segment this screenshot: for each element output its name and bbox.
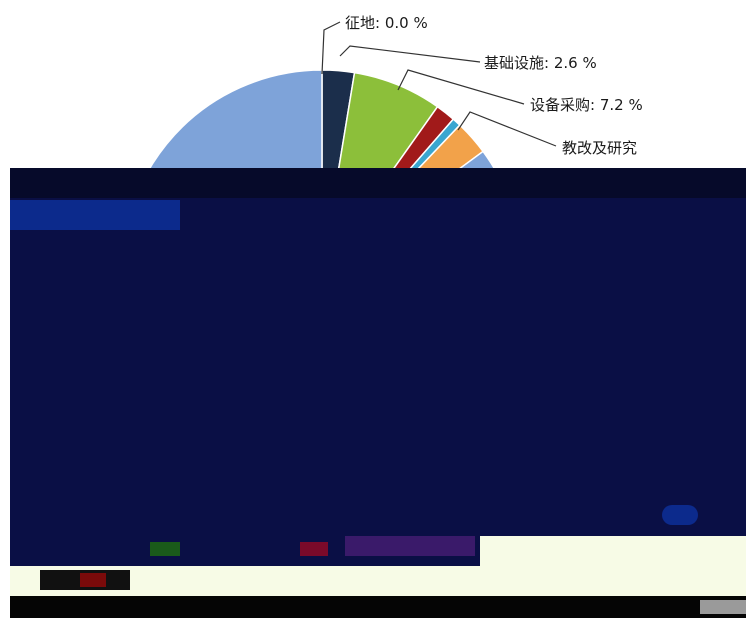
dark-overlay-region (10, 168, 746, 540)
leader-line-5 (457, 111, 557, 147)
overlay-bottom-band-3 (10, 596, 746, 618)
overlay-left-bar (10, 200, 180, 230)
overlay-bottom-band-2 (10, 566, 746, 596)
legend-swatch-darkred (80, 573, 106, 587)
legend-swatch-red (300, 542, 328, 556)
slice-label-0: 征地: 0.0 % (345, 14, 428, 32)
leader-line-0 (321, 21, 341, 75)
legend-swatch-white (480, 536, 746, 566)
slice-label-2: 设备采购: 7.2 % (530, 96, 643, 114)
legend-swatch-green (150, 542, 180, 556)
slice-label-1: 基础设施: 2.6 % (484, 54, 597, 72)
leader-line-1 (339, 45, 481, 63)
leader-line-2 (397, 69, 525, 105)
overlay-top-strip (10, 168, 746, 198)
legend-swatch-magenta (345, 536, 475, 556)
legend-swatch-grey (700, 600, 746, 614)
legend-swatch-blue-dot (662, 505, 698, 525)
slice-label-5: 教改及研究 (562, 139, 637, 157)
